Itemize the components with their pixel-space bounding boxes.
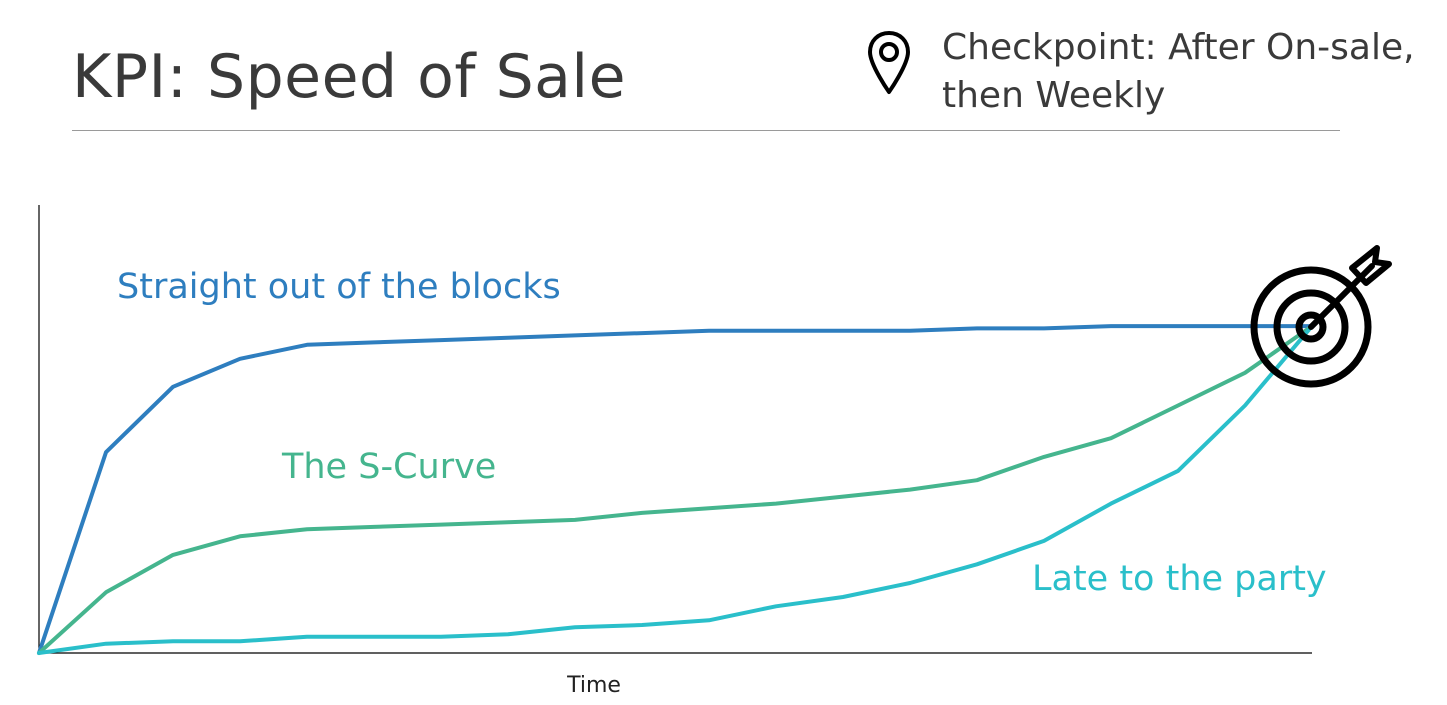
checkpoint-line-1: Checkpoint: After On-sale, xyxy=(942,27,1415,68)
chart-series-labels: Straight out of the blocks The S-Curve Lat… xyxy=(117,267,1327,599)
chart-series xyxy=(37,324,1314,655)
series-line-2 xyxy=(37,324,1314,655)
series-line-1 xyxy=(37,324,1314,655)
page-title: KPI: Speed of Sale xyxy=(72,42,627,112)
x-axis-label: Time xyxy=(566,673,621,698)
map-pin-icon xyxy=(868,31,910,94)
chart-axes: Time xyxy=(38,205,1312,698)
checkpoint-line-2: then Weekly xyxy=(942,75,1166,116)
title-divider xyxy=(72,130,1340,131)
series-line-3 xyxy=(37,324,1314,655)
target-arrow-icon xyxy=(1250,245,1392,388)
series-label-3: Late to the party xyxy=(1032,559,1327,599)
series-label-2: The S-Curve xyxy=(281,447,496,487)
checkpoint-text: Checkpoint: After On-sale, then Weekly xyxy=(942,24,1415,120)
series-label-1: Straight out of the blocks xyxy=(117,267,561,307)
